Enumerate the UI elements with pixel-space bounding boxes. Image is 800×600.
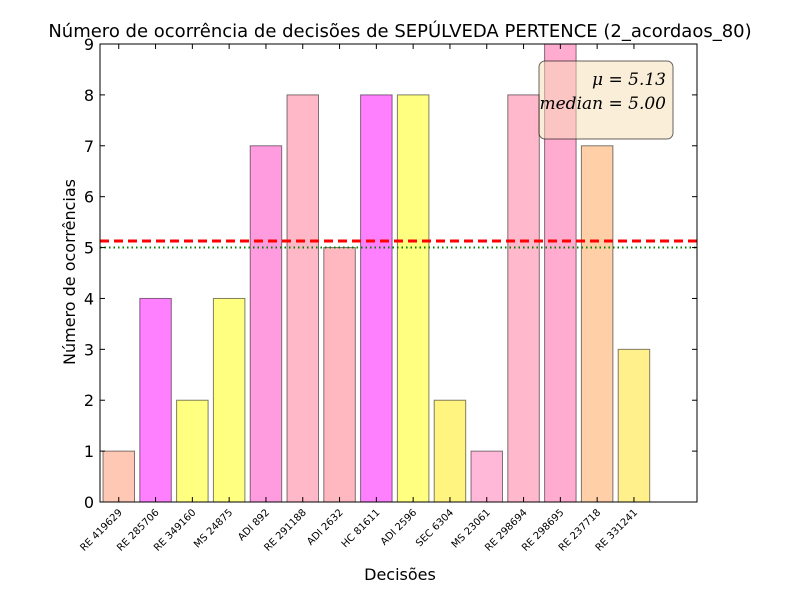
xtick-label: HC 81611 [340, 507, 383, 550]
ytick-label: 7 [84, 137, 94, 156]
bar-re-419629 [102, 450, 135, 503]
bar-ms-23061 [470, 450, 503, 503]
bar-sec-6304 [433, 399, 467, 503]
ytick-label: 0 [84, 493, 94, 512]
bar-adi-2632 [323, 247, 356, 503]
bar-re-291188 [286, 94, 319, 503]
bar-re-285706 [139, 297, 172, 503]
y-axis-label: Número de ocorrências [60, 179, 79, 365]
bar-re-237718 [580, 145, 614, 503]
stats-box: μ = 5.13 median = 5.00 [538, 60, 674, 140]
bar-ms-24875 [212, 297, 246, 503]
chart-title: Número de ocorrência de decisões de SEPÚ… [48, 20, 751, 42]
median-annotation: median = 5.00 [540, 94, 667, 114]
ytick-label: 2 [84, 391, 94, 410]
ytick-label: 9 [84, 35, 94, 54]
bars [102, 43, 651, 503]
xtick-label: MS 24875 [192, 507, 235, 550]
bar-re-298694 [507, 94, 540, 503]
ytick-label: 1 [84, 442, 94, 461]
ytick-label: 8 [84, 86, 94, 105]
bar-hc-81611 [360, 94, 393, 503]
bar-adi-892 [249, 145, 283, 503]
xtick-label: ADI 892 [236, 507, 272, 543]
mean-annotation: μ = 5.13 [592, 70, 666, 90]
ytick-label: 5 [84, 239, 94, 258]
bar-adi-2596 [396, 94, 430, 503]
stats-box-background [538, 60, 674, 140]
bar-re-331241 [617, 348, 651, 503]
axes-frame [99, 43, 698, 503]
x-axis-label: Decisões [364, 565, 436, 584]
ytick-label: 6 [84, 188, 94, 207]
ytick-label: 3 [84, 340, 94, 359]
ytick-label: 4 [84, 289, 94, 308]
reference-lines [100, 239, 697, 249]
bar-re-349160 [176, 399, 209, 503]
